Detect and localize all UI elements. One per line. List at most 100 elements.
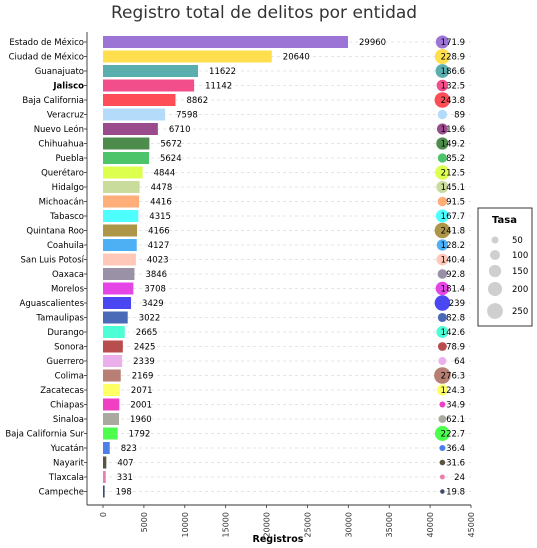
value-label: 29960	[359, 38, 386, 48]
tasa-point	[436, 239, 449, 251]
x-tick-label: 15000	[222, 512, 231, 537]
tasa-label: 24	[454, 473, 465, 483]
tasa-label: 241.8	[441, 227, 465, 237]
category-label: Estado de México	[9, 37, 84, 48]
bar	[103, 65, 199, 77]
value-label: 4478	[151, 183, 173, 193]
bar	[103, 137, 150, 150]
legend-bubble	[487, 281, 503, 297]
tasa-label: 140.4	[441, 256, 465, 266]
tasa-point	[435, 281, 450, 296]
bar	[103, 485, 105, 498]
bar	[103, 297, 132, 309]
bar	[103, 152, 149, 164]
tasa-point	[440, 489, 445, 494]
value-label: 11622	[209, 67, 236, 77]
tasa-point	[437, 109, 448, 120]
value-label: 3429	[142, 299, 164, 309]
value-label: 198	[116, 488, 132, 498]
tasa-label: 243.8	[441, 96, 465, 106]
x-tick-label: 5000	[140, 512, 149, 532]
value-label: 7598	[176, 111, 198, 121]
bar	[103, 456, 107, 469]
tasa-label: 36.4	[446, 444, 465, 454]
legend-box	[477, 207, 533, 327]
tasa-label: 145.1	[441, 183, 465, 193]
category-label: Quintana Roo	[26, 227, 84, 237]
value-label: 2169	[132, 372, 154, 382]
value-label: 407	[117, 459, 133, 469]
tasa-label: 89	[454, 111, 465, 121]
legend-label: 250	[512, 307, 528, 317]
tasa-label: 19.8	[446, 488, 465, 498]
legend-title: Tasa	[492, 215, 517, 226]
category-label: Chiapas	[50, 401, 84, 411]
value-label: 5624	[160, 154, 182, 164]
category-label: Tlaxcala	[48, 473, 84, 483]
bar	[103, 413, 120, 425]
value-label: 4315	[149, 212, 171, 222]
tasa-point	[436, 326, 449, 338]
value-label: 2001	[130, 401, 152, 411]
legend-label: 50	[512, 236, 523, 246]
bar	[103, 210, 139, 222]
bar	[103, 195, 140, 208]
tasa-point	[437, 269, 448, 279]
tasa-label: 85.2	[446, 154, 465, 164]
tasa-point	[434, 295, 451, 311]
value-label: 3708	[144, 285, 166, 295]
category-label: Guanajuato	[35, 67, 84, 77]
x-tick-label: 10000	[181, 512, 190, 537]
chart-title: Registro total de delitos por entidad	[111, 3, 417, 23]
value-label: 1960	[130, 415, 152, 425]
axes: 0 5000 10000 15000 20000 25000 30000 35000 40000…	[84, 32, 476, 537]
tasa-label: 119.6	[441, 125, 465, 135]
bar	[103, 181, 140, 193]
bar	[103, 224, 138, 237]
bar	[103, 94, 176, 106]
value-label: 2425	[134, 343, 156, 353]
value-label: 4844	[154, 169, 176, 179]
category-label: Aguascalientes	[20, 299, 85, 309]
category-label: Hidalgo	[52, 183, 84, 193]
tasa-point	[439, 474, 445, 480]
tasa-label: 171.9	[441, 38, 465, 48]
legend-label: 100	[512, 251, 528, 261]
bar	[103, 340, 123, 353]
category-label: Morelos	[51, 285, 85, 295]
category-label: Durango	[47, 328, 84, 338]
value-label: 20640	[283, 53, 310, 63]
grid	[103, 41, 471, 492]
tasa-label: 78.9	[446, 343, 465, 353]
category-label: Coahuila	[47, 241, 84, 251]
bar	[103, 369, 121, 382]
x-tick-label: 45000	[467, 512, 476, 537]
category-label: San Luis Potosí	[20, 256, 84, 266]
value-label: 4023	[147, 256, 169, 266]
tasa-label: 34.9	[446, 401, 465, 411]
legend-bubble	[491, 236, 499, 244]
tasa-point	[436, 180, 449, 194]
tasa-label: 142.6	[441, 328, 465, 338]
x-tick-label: 35000	[385, 512, 394, 537]
tasa-point	[434, 222, 451, 239]
x-tick-label: 20000	[263, 512, 272, 537]
bar	[103, 384, 120, 396]
tasa-point	[437, 312, 447, 323]
legend-bubble	[487, 303, 503, 319]
category-label: Chihuahua	[38, 140, 84, 150]
bar	[103, 268, 135, 280]
category-label: Sonora	[54, 343, 84, 353]
category-label: Jalisco	[52, 82, 84, 92]
value-label: 2665	[136, 328, 158, 338]
tasa-point	[436, 384, 448, 396]
value-label: 4166	[148, 227, 170, 237]
value-label: 4127	[148, 241, 170, 251]
x-axis-label: Registros	[253, 534, 304, 545]
tasa-label: 228.9	[441, 53, 465, 63]
value-label: 3846	[145, 270, 167, 280]
bar	[103, 326, 125, 338]
tasa-label: 124.3	[441, 386, 465, 396]
tasa-label: 92.8	[446, 270, 465, 280]
